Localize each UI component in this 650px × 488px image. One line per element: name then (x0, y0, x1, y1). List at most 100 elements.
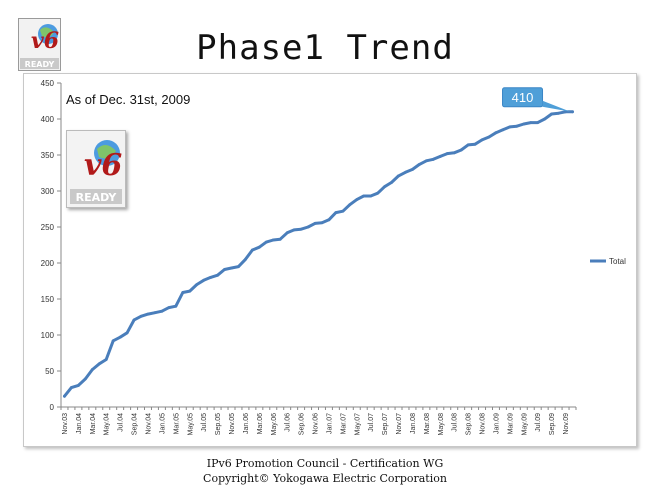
data-point (515, 124, 519, 128)
y-tick-label: 250 (41, 223, 55, 232)
data-point (487, 135, 491, 139)
footer-line-2: Copyright© Yokogawa Electric Corporation (203, 472, 447, 485)
x-tick-label: Sep.04 (132, 413, 139, 435)
data-point (195, 283, 199, 286)
data-point (438, 155, 442, 158)
x-tick-label: Nov.08 (480, 413, 487, 435)
data-point (459, 148, 463, 152)
data-point (550, 112, 554, 116)
x-tick-label: Sep.05 (215, 413, 222, 435)
chart-area: 0 50 100 150 200 250 300 350 400 450 Nov.03 Jan.04… (23, 73, 637, 447)
data-point (285, 231, 289, 235)
x-tick-label: Jan.05 (159, 413, 166, 434)
data-point (76, 384, 80, 387)
logo-text: READY (25, 60, 55, 69)
data-point (355, 198, 359, 202)
x-tick-label: Mar.08 (424, 413, 431, 435)
y-tick-label: 150 (41, 295, 55, 304)
ipv6-ready-logo: v6 READY (18, 18, 61, 71)
x-tick-label: Jul.08 (452, 413, 459, 432)
data-point (306, 225, 310, 229)
data-point (397, 174, 400, 178)
data-point (522, 122, 526, 126)
callout-pointer (542, 100, 571, 112)
data-point (418, 162, 421, 166)
legend-label: Total (609, 257, 626, 266)
y-tick-label: 200 (41, 259, 55, 268)
x-tick-label: Sep.06 (299, 413, 306, 435)
data-point (209, 276, 213, 279)
y-tick-label: 100 (41, 331, 55, 340)
x-tick-label: Jul.04 (118, 413, 125, 432)
data-point (257, 245, 261, 249)
y-tick-label: 400 (41, 115, 55, 124)
data-point (369, 194, 373, 198)
x-tick-label: Sep.07 (382, 413, 389, 435)
y-tick-label: 300 (41, 187, 55, 196)
data-point (70, 386, 73, 389)
data-point (348, 203, 352, 207)
data-point (445, 152, 449, 155)
data-point (557, 111, 561, 115)
x-tick-label: Jan.06 (243, 413, 250, 434)
footer: IPv6 Promotion Council - Certification W… (0, 456, 650, 486)
footer-line-1: IPv6 Promotion Council - Certification W… (206, 457, 444, 470)
x-tick-label: May.06 (271, 413, 278, 436)
data-point (424, 159, 428, 163)
data-point (529, 121, 533, 124)
series-layer (63, 110, 574, 398)
data-point (104, 358, 108, 361)
x-tick-label: May.07 (354, 413, 361, 436)
x-tick-label: Sep.09 (549, 413, 556, 435)
x-tick-label: Jul.09 (535, 413, 542, 432)
data-point (139, 314, 143, 318)
data-point (390, 180, 393, 184)
data-point (111, 339, 115, 343)
data-point (480, 138, 484, 142)
x-axis-ticks: Nov.03 Jan.04 Mar.04 May.04 Jul.04 Sep.04 Nov.… (60, 407, 577, 436)
data-point (571, 110, 574, 114)
callout-box (502, 87, 544, 108)
data-point (278, 237, 282, 241)
data-point (376, 191, 380, 195)
data-point (466, 143, 470, 147)
data-point (125, 331, 129, 335)
data-point (313, 222, 317, 225)
x-tick-label: Mar.04 (90, 413, 97, 435)
data-point (473, 142, 477, 146)
y-tick-label: 0 (50, 403, 55, 412)
data-point (174, 304, 178, 308)
x-tick-label: Nov.07 (396, 413, 403, 435)
data-point (299, 227, 303, 231)
data-point (320, 221, 324, 225)
data-point (244, 258, 247, 261)
legend: Total (590, 257, 626, 266)
x-tick-label: May.08 (438, 413, 445, 436)
data-point (334, 211, 338, 215)
data-point (118, 335, 122, 339)
x-tick-label: Jul.06 (285, 413, 292, 432)
data-point (132, 318, 136, 322)
data-point (292, 228, 296, 232)
data-point (97, 362, 101, 366)
logo-mark: v6 (31, 28, 59, 54)
ipv6-ready-logo-large: v6 READY (66, 130, 126, 208)
x-tick-label: Nov.06 (313, 413, 320, 435)
data-point (452, 151, 456, 155)
data-point (153, 311, 157, 315)
line-chart: 0 50 100 150 200 250 300 350 400 450 Nov.03 Jan.04… (41, 79, 626, 436)
page-title: Phase1 Trend (196, 28, 454, 68)
x-tick-label: May.04 (104, 413, 111, 436)
data-point (264, 240, 268, 244)
x-tick-label: Nov.09 (563, 413, 570, 435)
callout-label: 410 (512, 90, 534, 105)
data-point (146, 312, 150, 316)
x-tick-label: Mar.05 (173, 413, 180, 435)
data-point (160, 309, 164, 313)
data-point (383, 185, 387, 189)
value-callout: 410 (502, 87, 571, 112)
data-point (341, 209, 345, 213)
data-point (411, 168, 414, 171)
data-point (181, 291, 185, 294)
logo-text-large: READY (76, 191, 118, 204)
